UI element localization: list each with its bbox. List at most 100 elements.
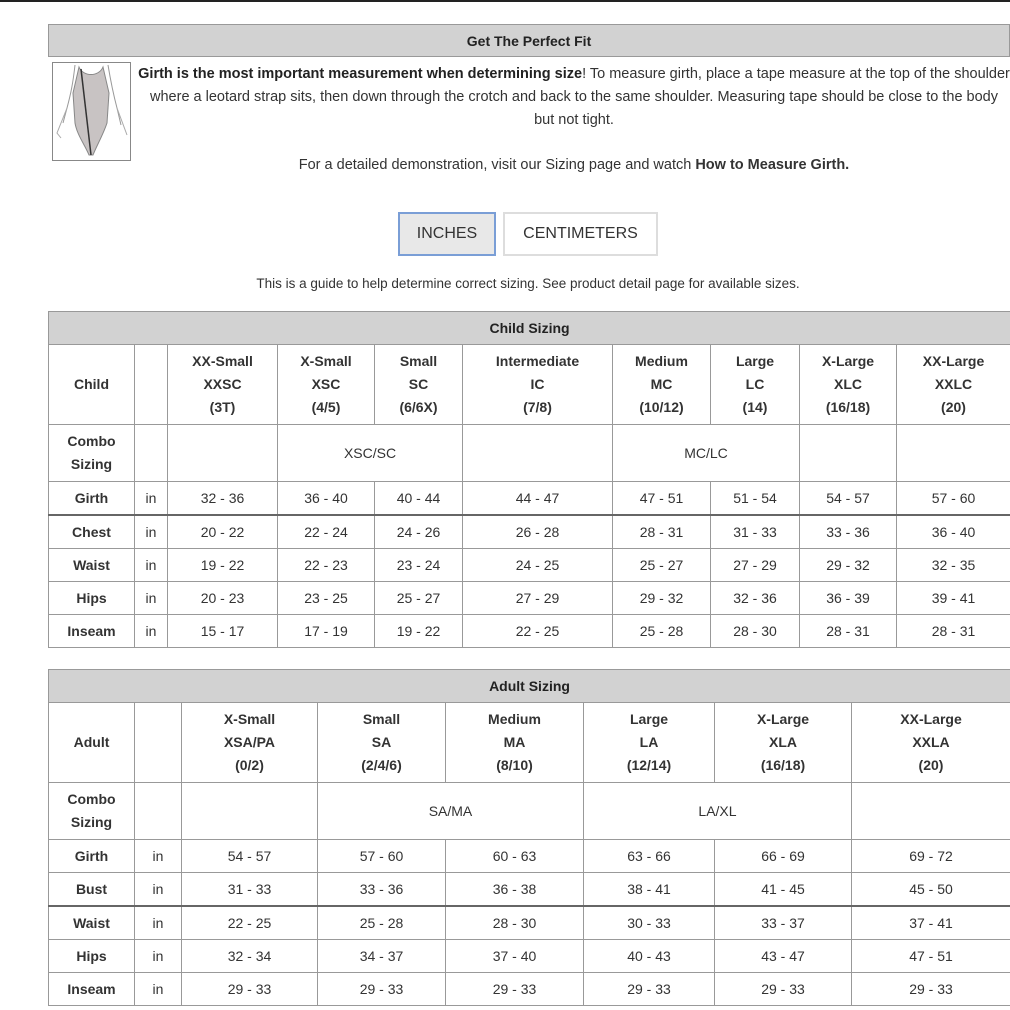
demo-note: For a detailed demonstration, visit our … bbox=[138, 154, 1010, 177]
size-range: (3T) bbox=[209, 399, 236, 415]
child-combo-cell bbox=[895, 424, 1010, 482]
child-unit-header bbox=[134, 344, 168, 425]
measurement-value: 37 - 41 bbox=[850, 905, 1010, 940]
measurement-value: 22 - 25 bbox=[462, 614, 613, 648]
combo-label-line: Sizing bbox=[70, 814, 113, 830]
measurement-value: 29 - 33 bbox=[181, 972, 318, 1006]
child-size-column-header: X-Large XLC (16/18) bbox=[799, 344, 897, 425]
combo-label-line: Sizing bbox=[70, 456, 113, 472]
child-size-column-header: Intermediate IC (7/8) bbox=[462, 344, 613, 425]
measurement-value: 54 - 57 bbox=[181, 839, 318, 873]
unit-cell: in bbox=[134, 839, 182, 873]
child-combo-cell bbox=[799, 424, 897, 482]
measurement-value: 29 - 32 bbox=[799, 548, 897, 582]
adult-size-column-header: Large LA (12/14) bbox=[583, 702, 715, 783]
measurement-value: 38 - 41 bbox=[583, 872, 715, 907]
adult-table-title: Adult Sizing bbox=[47, 669, 1010, 703]
table-row: Bust in 31 - 33 33 - 36 36 - 38 38 - 41 41 - 4… bbox=[48, 872, 1010, 907]
measurement-value: 57 - 60 bbox=[317, 839, 446, 873]
table-row: Chest in 20 - 22 22 - 24 24 - 26 26 - 28 28 - … bbox=[48, 514, 1010, 549]
how-to-measure-girth-link[interactable]: How to Measure Girth. bbox=[695, 157, 850, 173]
measurement-value: 51 - 54 bbox=[710, 481, 800, 516]
size-range: (14) bbox=[742, 399, 768, 415]
measurement-value: 57 - 60 bbox=[895, 481, 1010, 516]
measurement-value: 20 - 22 bbox=[167, 514, 278, 549]
centimeters-button[interactable]: CENTIMETERS bbox=[503, 212, 658, 256]
sizing-guide-note: This is a guide to help determine correc… bbox=[256, 276, 800, 291]
measurement-label: Girth bbox=[48, 481, 135, 516]
unit-cell: in bbox=[134, 481, 168, 516]
adult-size-column-header: Small SA (2/4/6) bbox=[317, 702, 446, 783]
child-size-column-header: XX-Small XXSC (3T) bbox=[167, 344, 278, 425]
measurement-value: 28 - 31 bbox=[895, 614, 1010, 648]
measurement-value: 36 - 38 bbox=[445, 872, 584, 907]
measurement-value: 36 - 40 bbox=[277, 481, 375, 516]
size-code: LA bbox=[639, 734, 659, 750]
child-size-column-header: Medium MC (10/12) bbox=[612, 344, 711, 425]
size-range: (16/18) bbox=[760, 757, 806, 773]
size-range: (12/14) bbox=[626, 757, 672, 773]
child-title-row: Child Sizing bbox=[47, 311, 1010, 345]
measurement-value: 25 - 28 bbox=[612, 614, 711, 648]
size-name: Small bbox=[362, 711, 401, 727]
measurement-value: 28 - 30 bbox=[710, 614, 800, 648]
measurement-label: Waist bbox=[48, 905, 135, 940]
child-corner-label: Child bbox=[48, 344, 135, 425]
size-code: MC bbox=[650, 376, 673, 392]
measurement-value: 29 - 33 bbox=[714, 972, 852, 1006]
measurement-value: 32 - 34 bbox=[181, 939, 318, 973]
unit-cell: in bbox=[134, 872, 182, 907]
child-sizing-table: Child Sizing Child XX-Small XXSC (3T) X-Small… bbox=[47, 311, 1010, 648]
measurement-value: 29 - 33 bbox=[445, 972, 584, 1006]
child-size-column-header: X-Small XSC (4/5) bbox=[277, 344, 375, 425]
demo-text: For a detailed demonstration, visit our … bbox=[298, 157, 696, 173]
measurement-value: 66 - 69 bbox=[714, 839, 852, 873]
measurement-value: 26 - 28 bbox=[462, 514, 613, 549]
measurement-value: 29 - 32 bbox=[612, 581, 711, 615]
size-name: XX-Large bbox=[900, 711, 962, 727]
measurement-label: Bust bbox=[48, 872, 135, 907]
size-name: X-Small bbox=[223, 711, 276, 727]
size-code: XXLA bbox=[912, 734, 950, 750]
size-code: LC bbox=[745, 376, 765, 392]
unit-cell: in bbox=[134, 581, 168, 615]
adult-combo-unit bbox=[134, 782, 182, 840]
size-name: X-Large bbox=[821, 353, 875, 369]
adult-size-column-header: X-Small XSA/PA (0/2) bbox=[181, 702, 318, 783]
inches-button[interactable]: INCHES bbox=[398, 212, 496, 256]
leotard-girth-illustration bbox=[52, 62, 131, 161]
adult-combo-row: Combo Sizing SA/MA LA/XL bbox=[48, 782, 1010, 840]
measurement-value: 23 - 25 bbox=[277, 581, 375, 615]
table-row: Girth in 32 - 36 36 - 40 40 - 44 44 - 47 47 - … bbox=[48, 481, 1010, 516]
measurement-value: 44 - 47 bbox=[462, 481, 613, 516]
measurement-value: 37 - 40 bbox=[445, 939, 584, 973]
child-combo-cell bbox=[462, 424, 613, 482]
unit-cell: in bbox=[134, 905, 182, 940]
adult-header-row: Adult X-Small XSA/PA (0/2) Small SA (2/4/6) Med… bbox=[48, 702, 1010, 783]
measurement-value: 24 - 25 bbox=[462, 548, 613, 582]
measurement-value: 29 - 33 bbox=[850, 972, 1010, 1006]
top-border bbox=[0, 0, 1010, 2]
size-code: IC bbox=[530, 376, 545, 392]
girth-instructions-bold: Girth is the most important measurement … bbox=[138, 66, 583, 82]
size-name: X-Small bbox=[300, 353, 352, 369]
measurement-value: 32 - 36 bbox=[710, 581, 800, 615]
measurement-value: 47 - 51 bbox=[612, 481, 711, 516]
measurement-value: 34 - 37 bbox=[317, 939, 446, 973]
measurement-value: 28 - 31 bbox=[612, 514, 711, 549]
adult-combo-cell: LA/XL bbox=[583, 782, 852, 840]
measurement-value: 15 - 17 bbox=[167, 614, 278, 648]
size-range: (10/12) bbox=[639, 399, 684, 415]
size-name: XX-Large bbox=[922, 353, 985, 369]
measurement-value: 31 - 33 bbox=[710, 514, 800, 549]
measurement-value: 25 - 27 bbox=[374, 581, 463, 615]
unit-cell: in bbox=[134, 972, 182, 1006]
measurement-value: 33 - 36 bbox=[317, 872, 446, 907]
measurement-value: 24 - 26 bbox=[374, 514, 463, 549]
size-range: (2/4/6) bbox=[361, 757, 402, 773]
size-name: X-Large bbox=[756, 711, 810, 727]
measurement-value: 19 - 22 bbox=[167, 548, 278, 582]
size-code: SC bbox=[408, 376, 429, 392]
unit-cell: in bbox=[134, 514, 168, 549]
unit-cell: in bbox=[134, 614, 168, 648]
